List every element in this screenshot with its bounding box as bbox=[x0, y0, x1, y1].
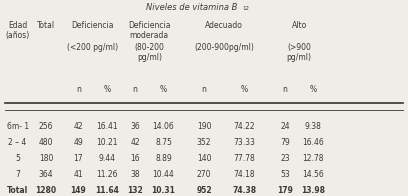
Text: 74.22: 74.22 bbox=[234, 122, 255, 131]
Text: n: n bbox=[76, 84, 81, 93]
Text: 8.75: 8.75 bbox=[155, 138, 172, 147]
Text: 352: 352 bbox=[197, 138, 211, 147]
Text: 364: 364 bbox=[39, 170, 53, 179]
Text: n: n bbox=[202, 84, 206, 93]
Text: 132: 132 bbox=[127, 186, 143, 195]
Text: 13.98: 13.98 bbox=[302, 186, 326, 195]
Text: 74.38: 74.38 bbox=[233, 186, 257, 195]
Text: 7: 7 bbox=[15, 170, 20, 179]
Text: 49: 49 bbox=[73, 138, 83, 147]
Text: 1280: 1280 bbox=[35, 186, 57, 195]
Text: 38: 38 bbox=[130, 170, 140, 179]
Text: Alto: Alto bbox=[292, 21, 307, 30]
Text: 12: 12 bbox=[242, 6, 250, 11]
Text: %: % bbox=[103, 84, 110, 93]
Text: n: n bbox=[283, 84, 288, 93]
Text: 140: 140 bbox=[197, 154, 211, 163]
Text: 53: 53 bbox=[280, 170, 290, 179]
Text: 190: 190 bbox=[197, 122, 211, 131]
Text: 42: 42 bbox=[73, 122, 83, 131]
Text: 79: 79 bbox=[280, 138, 290, 147]
Text: 14.56: 14.56 bbox=[303, 170, 324, 179]
Text: 36: 36 bbox=[130, 122, 140, 131]
Text: 16.46: 16.46 bbox=[303, 138, 324, 147]
Text: 74.18: 74.18 bbox=[234, 170, 255, 179]
Text: 16: 16 bbox=[130, 154, 140, 163]
Text: (80-200
pg/ml): (80-200 pg/ml) bbox=[134, 43, 164, 62]
Text: 149: 149 bbox=[71, 186, 86, 195]
Text: 2 – 4: 2 – 4 bbox=[9, 138, 27, 147]
Text: 180: 180 bbox=[39, 154, 53, 163]
Text: 42: 42 bbox=[130, 138, 140, 147]
Text: %: % bbox=[160, 84, 167, 93]
Text: 9.44: 9.44 bbox=[98, 154, 115, 163]
Text: Total: Total bbox=[7, 186, 28, 195]
Text: 14.06: 14.06 bbox=[153, 122, 174, 131]
Text: Edad
(años): Edad (años) bbox=[5, 21, 30, 40]
Text: n: n bbox=[133, 84, 137, 93]
Text: 10.31: 10.31 bbox=[151, 186, 175, 195]
Text: Total: Total bbox=[37, 21, 55, 30]
Text: 12.78: 12.78 bbox=[303, 154, 324, 163]
Text: 24: 24 bbox=[280, 122, 290, 131]
Text: 17: 17 bbox=[73, 154, 83, 163]
Text: 5: 5 bbox=[15, 154, 20, 163]
Text: 73.33: 73.33 bbox=[234, 138, 255, 147]
Text: 10.21: 10.21 bbox=[96, 138, 118, 147]
Text: 6m- 1: 6m- 1 bbox=[7, 122, 29, 131]
Text: 41: 41 bbox=[73, 170, 83, 179]
Text: 77.78: 77.78 bbox=[234, 154, 255, 163]
Text: Niveles de vitamina B: Niveles de vitamina B bbox=[146, 3, 237, 12]
Text: 179: 179 bbox=[277, 186, 293, 195]
Text: %: % bbox=[310, 84, 317, 93]
Text: (>900
pg/ml): (>900 pg/ml) bbox=[287, 43, 312, 62]
Text: 8.89: 8.89 bbox=[155, 154, 172, 163]
Text: 480: 480 bbox=[39, 138, 53, 147]
Text: %: % bbox=[241, 84, 248, 93]
Text: 10.44: 10.44 bbox=[153, 170, 174, 179]
Text: 952: 952 bbox=[196, 186, 212, 195]
Text: Deficiencia
moderada: Deficiencia moderada bbox=[128, 21, 171, 40]
Text: 11.64: 11.64 bbox=[95, 186, 119, 195]
Text: Deficiencia: Deficiencia bbox=[71, 21, 114, 30]
Text: (<200 pg/ml): (<200 pg/ml) bbox=[67, 43, 118, 52]
Text: 270: 270 bbox=[197, 170, 211, 179]
Text: 9.38: 9.38 bbox=[305, 122, 322, 131]
Text: 16.41: 16.41 bbox=[96, 122, 118, 131]
Text: 256: 256 bbox=[39, 122, 53, 131]
Text: Adecuado: Adecuado bbox=[205, 21, 243, 30]
Text: (200-900pg/ml): (200-900pg/ml) bbox=[194, 43, 254, 52]
Text: 11.26: 11.26 bbox=[96, 170, 118, 179]
Text: 23: 23 bbox=[280, 154, 290, 163]
